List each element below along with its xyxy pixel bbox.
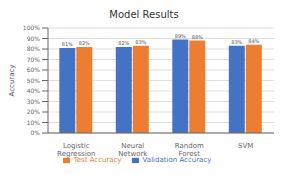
svg-text:83%: 83% — [231, 39, 242, 45]
svg-text:20%: 20% — [27, 108, 41, 115]
svg-text:90%: 90% — [27, 35, 41, 42]
svg-text:83%: 83% — [135, 39, 146, 45]
svg-text:70%: 70% — [27, 56, 41, 63]
svg-text:30%: 30% — [27, 98, 41, 105]
svg-text:82%: 82% — [79, 40, 90, 46]
svg-text:LogisticRegression: LogisticRegression — [57, 142, 95, 158]
html-text:Test Accuracy: Test Accuracy — [73, 156, 122, 164]
svg-text:0%: 0% — [30, 129, 40, 136]
svg-text:40%: 40% — [27, 87, 41, 94]
html-text:Validation Accuracy: Validation Accuracy — [142, 156, 212, 164]
svg-text:50%: 50% — [27, 77, 41, 84]
svg-text:60%: 60% — [27, 66, 41, 73]
svg-text:RandomForest: RandomForest — [175, 142, 204, 158]
svg-text:NeuralNetwork: NeuralNetwork — [118, 142, 148, 158]
svg-text:82%: 82% — [118, 40, 129, 46]
svg-text:Accuracy: Accuracy — [8, 65, 16, 97]
svg-text:81%: 81% — [62, 41, 73, 47]
svg-text:80%: 80% — [27, 45, 41, 52]
svg-text:84%: 84% — [248, 38, 259, 44]
svg-text:89%: 89% — [175, 33, 186, 39]
svg-text:100%: 100% — [23, 24, 40, 31]
svg-text:88%: 88% — [192, 34, 203, 40]
svg-text:SVM: SVM — [238, 142, 253, 150]
html-text:Model Results: Model Results — [109, 9, 179, 20]
svg-text:10%: 10% — [27, 119, 41, 126]
